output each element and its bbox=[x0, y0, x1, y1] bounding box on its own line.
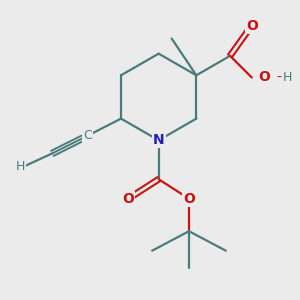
Text: O: O bbox=[258, 70, 270, 85]
Text: C: C bbox=[83, 129, 92, 142]
Text: H: H bbox=[15, 160, 25, 173]
Text: -: - bbox=[277, 70, 281, 85]
Text: H: H bbox=[283, 71, 292, 84]
Text: O: O bbox=[183, 192, 195, 206]
Text: O: O bbox=[122, 192, 134, 206]
Text: N: N bbox=[153, 133, 164, 147]
Text: O: O bbox=[246, 19, 258, 32]
